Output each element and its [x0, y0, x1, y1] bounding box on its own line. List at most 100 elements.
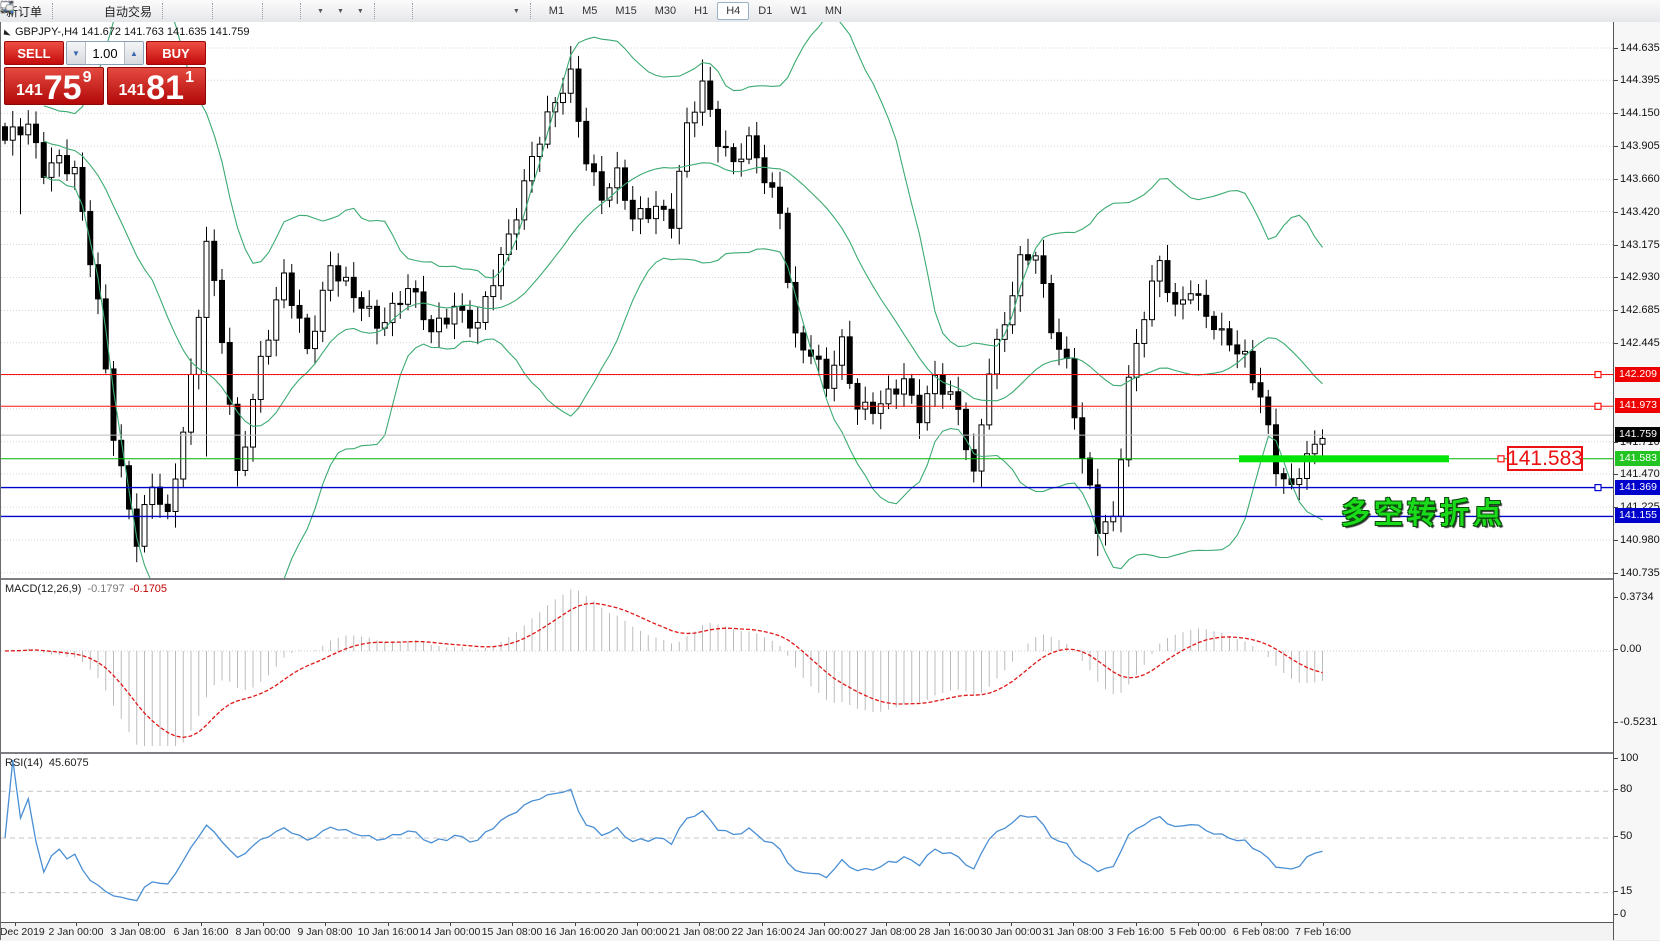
macd-axis-label: 0.3734 [1620, 591, 1654, 603]
templates-icon[interactable]: ▼ [0, 1, 369, 20]
toolbar-separator [52, 3, 59, 19]
time-axis-label: 21 Jan 08:00 [668, 926, 730, 938]
time-axis-label: 7 Feb 16:00 [1294, 926, 1352, 938]
toolbar-separator [262, 3, 269, 19]
toolbar-separator [529, 3, 537, 19]
time-axis-label: 30 Jan 00:00 [980, 926, 1042, 938]
zoom-out-icon[interactable] [1, 1, 245, 20]
trendline-icon[interactable] [1, 0, 457, 20]
sell-price-figure: 141 [16, 82, 43, 99]
dropdown-arrow-icon[interactable]: ▼ [512, 7, 520, 15]
sell-price-display[interactable]: 141 75 9 [4, 67, 104, 105]
line-chart-icon[interactable] [0, 1, 207, 20]
horizontal-line-icon[interactable] [1, 2, 445, 20]
rsi-axis-label: 50 [1620, 830, 1633, 842]
time-axis-label: 2 Jan 00:00 [48, 926, 104, 938]
axis-tick [1614, 758, 1618, 759]
time-axis-label: 15 Jan 08:00 [481, 926, 543, 938]
time-axis-label: 22 Jan 16:00 [731, 926, 793, 938]
equidistant-channel-icon[interactable]: E [0, 1, 469, 20]
price-axis[interactable]: 144.635 144.395 144.150 143.905 143.660 143.4… [1613, 22, 1660, 940]
volume-down-button[interactable]: ▼ [67, 42, 86, 64]
chat-icon[interactable] [0, 1, 1651, 20]
sell-button[interactable]: SELL [4, 41, 64, 65]
signal-icon[interactable] [1, 2, 97, 20]
fibonacci-icon[interactable]: F [1, 1, 481, 20]
time-tick [949, 923, 950, 926]
price-badge-141.583: 141.583 [1615, 451, 1660, 466]
timeframe-mn-button[interactable]: MN [824, 5, 842, 17]
time-axis-label: 10 Jan 16:00 [357, 926, 419, 938]
text-icon[interactable]: A [3, 1, 493, 20]
arrows-icon[interactable]: ▼ [1, 2, 525, 20]
text-label-icon[interactable]: T [0, 0, 505, 20]
indicators-icon[interactable]: ▼ [1, 2, 329, 20]
cursor-icon[interactable] [4, 1, 395, 20]
volume-up-button[interactable]: ▲ [124, 42, 143, 64]
time-tick [1198, 923, 1199, 926]
timeframe-m5-button[interactable]: M5 [582, 5, 598, 17]
level-price-label: 141.583 [1507, 446, 1583, 471]
buy-price-figure: 141 [118, 82, 146, 99]
price-axis-label: 142.445 [1620, 337, 1660, 349]
price-axis-label: 143.420 [1620, 206, 1660, 218]
macd-axis-label: -0.5231 [1620, 716, 1658, 728]
dropdown-arrow-icon[interactable]: ▼ [356, 7, 364, 15]
candlestick-chart-icon[interactable] [2, 1, 195, 20]
buy-button[interactable]: BUY [146, 41, 206, 65]
axis-tick [1614, 597, 1618, 598]
price-badge-141.759: 141.759 [1615, 427, 1660, 442]
time-tick [762, 923, 763, 926]
sell-price-pip: 9 [82, 69, 92, 86]
axis-tick [1614, 507, 1618, 508]
axis-tick [1614, 310, 1618, 311]
time-tick [1073, 923, 1074, 926]
tile-windows-icon[interactable] [0, 1, 257, 20]
price-badge-141.369: 141.369 [1615, 480, 1660, 495]
timeframe-h4-button[interactable]: H4 [717, 2, 750, 20]
timeframe-w1-button[interactable]: W1 [790, 5, 807, 17]
price-badge-141.973: 141.973 [1615, 398, 1660, 413]
timeframe-m1-button[interactable]: M1 [548, 5, 565, 17]
time-axis-label: 28 Jan 16:00 [918, 926, 980, 938]
time-tick [1011, 923, 1012, 926]
dropdown-arrow-icon[interactable]: ▼ [336, 7, 344, 15]
time-tick [637, 923, 638, 926]
axis-tick [1614, 540, 1618, 541]
buy-price-display[interactable]: 141 81 1 [106, 67, 206, 105]
axis-tick [1614, 80, 1618, 81]
vertical-line-icon[interactable] [6, 1, 433, 20]
timeframe-d1-button[interactable]: D1 [758, 5, 773, 17]
bar-chart-icon[interactable] [1, 2, 183, 20]
macd-label: MACD(12,26,9) -0.1797 -0.1705 [5, 583, 168, 595]
timeframe-m30-button[interactable]: M30 [654, 5, 677, 17]
crosshair-icon[interactable] [1, 1, 407, 20]
time-axis-label: 31 Jan 08:00 [1042, 926, 1104, 938]
timeframe-m15-button[interactable]: M15 [615, 5, 637, 17]
time-axis-label: 3 Feb 16:00 [1107, 926, 1165, 938]
volume-input[interactable] [86, 42, 124, 64]
gold-ingots-icon[interactable] [0, 2, 73, 20]
autotrading-button[interactable]: 自动交易 [0, 2, 157, 20]
axis-tick [1614, 179, 1618, 180]
green-highlight-bar[interactable] [1239, 455, 1449, 463]
time-tick [15, 923, 16, 926]
new-order-button-label: 新订单 [6, 4, 43, 19]
volume-spinner: ▼ ▲ [66, 41, 144, 65]
time-tick [263, 923, 264, 926]
chart-shift-icon[interactable] [0, 2, 295, 20]
time-tick [824, 923, 825, 926]
price-axis-label: 142.685 [1620, 304, 1660, 316]
periods-icon[interactable]: ▼ [1, 1, 349, 20]
timeframe-h1-button[interactable]: H1 [694, 5, 709, 17]
dropdown-arrow-icon[interactable]: ▼ [317, 7, 324, 15]
zoom-in-icon[interactable] [1, 1, 233, 20]
auto-scroll-icon[interactable] [0, 2, 283, 20]
rsi-pane: RSI(14) 45.6075 [1, 752, 1613, 922]
time-axis-label: 5 Feb 00:00 [1169, 926, 1227, 938]
search-icon[interactable] [1, 1, 1629, 20]
price-axis-label: 140.980 [1620, 534, 1660, 546]
community-icon[interactable] [1, 1, 85, 20]
time-axis-label: 16 Jan 16:00 [544, 926, 606, 938]
